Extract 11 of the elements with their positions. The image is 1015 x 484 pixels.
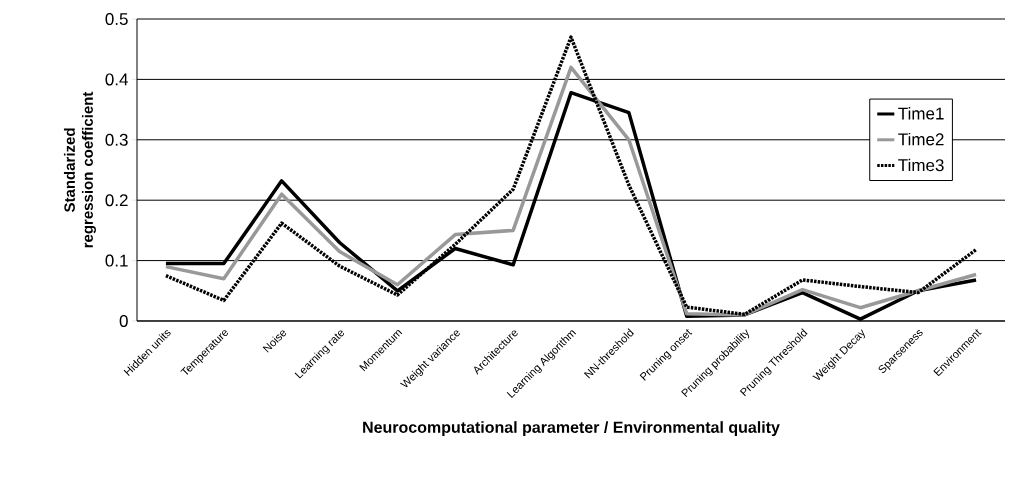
y-tick-label: 0.2 — [105, 194, 128, 207]
y-tick-label: 0.5 — [105, 12, 128, 26]
legend-label: Time1 — [898, 107, 944, 120]
y-tick-label: 0.4 — [105, 73, 128, 86]
y-tick-label: 0 — [119, 314, 128, 328]
legend-label: Time2 — [898, 132, 944, 146]
y-tick-label: 0.1 — [105, 254, 128, 267]
x-axis-title: Neurocomputational parameter / Environmental quality — [363, 421, 780, 437]
y-axis-title: Standarized regression coefficient — [63, 91, 96, 248]
y-tick-label: 0.3 — [105, 133, 128, 146]
legend-label: Time3 — [898, 158, 944, 172]
